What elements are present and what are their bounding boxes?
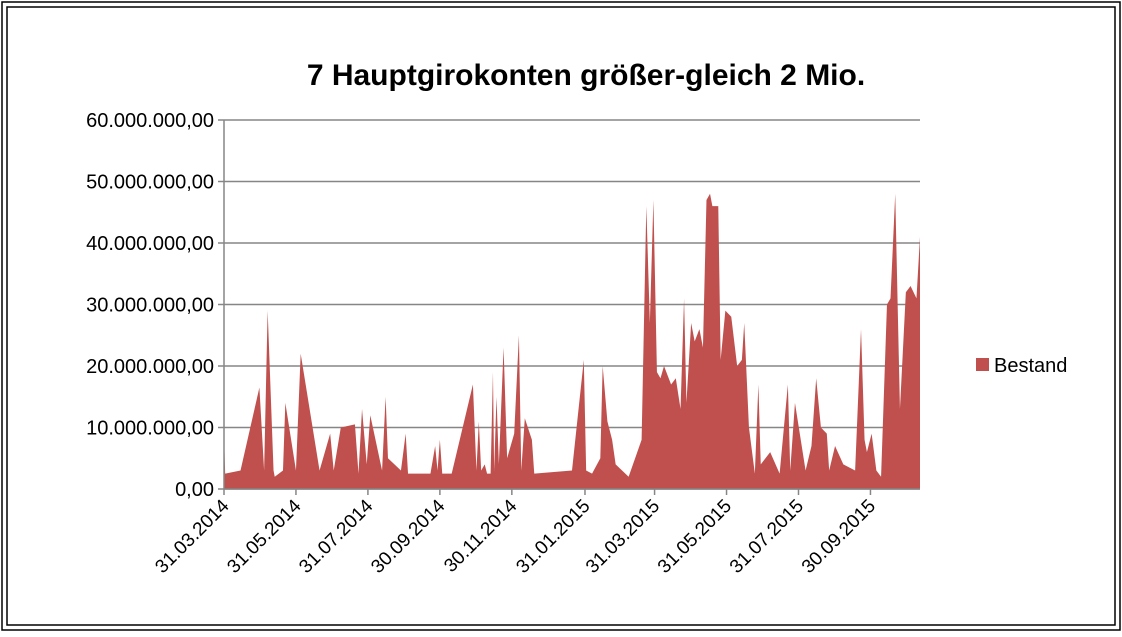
y-tick-label: 40.000.000,00: [86, 233, 214, 255]
y-tick-label: 60.000.000,00: [86, 110, 214, 132]
area: [224, 193, 920, 490]
y-tick-label: 10.000.000,00: [86, 418, 214, 440]
legend-swatch: [976, 358, 989, 371]
y-tick-label: 30.000.000,00: [86, 295, 214, 317]
y-tick-label: 20.000.000,00: [86, 356, 214, 378]
inner-frame: [6, 6, 1116, 626]
y-tick-label: 0,00: [175, 479, 214, 501]
legend-label: Bestand: [994, 355, 1067, 377]
chart-title: 7 Hauptgirokonten größer-gleich 2 Mio.: [307, 59, 865, 92]
y-tick-label: 50.000.000,00: [86, 172, 214, 194]
